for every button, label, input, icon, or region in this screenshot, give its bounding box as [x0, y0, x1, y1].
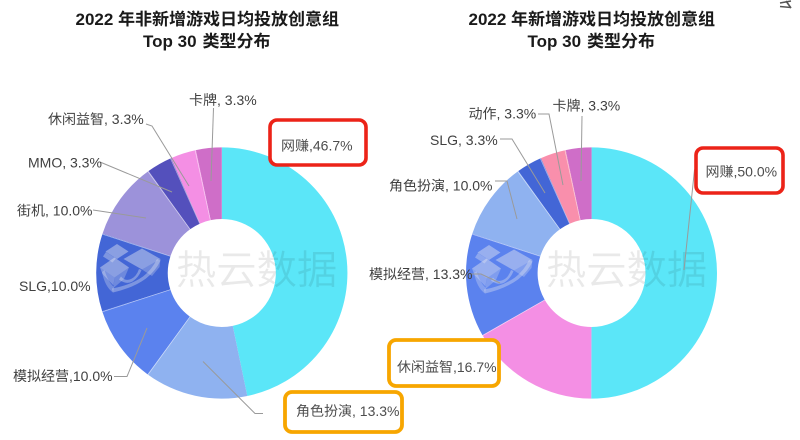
svg-text:2022: 2022: [76, 10, 119, 29]
svg-text:, 3.3%: , 3.3%: [217, 92, 257, 108]
svg-text:, 3.3%: , 3.3%: [497, 106, 537, 122]
svg-text:SLG, 3.3%: SLG, 3.3%: [430, 132, 498, 148]
svg-text:, 3.3%: , 3.3%: [104, 111, 144, 127]
svg-text:Top 30: Top 30: [143, 32, 201, 51]
svg-text:Top 30: Top 30: [528, 32, 586, 51]
svg-text:,46.7%: ,46.7%: [309, 138, 353, 154]
svg-text:, 13.3%: , 13.3%: [425, 266, 472, 282]
svg-text:, 3.3%: , 3.3%: [581, 98, 621, 114]
svg-text:,50.0%: ,50.0%: [734, 164, 778, 180]
svg-text:SLG,10.0%: SLG,10.0%: [19, 278, 91, 294]
svg-text:, 10.0%: , 10.0%: [45, 203, 92, 219]
svg-text:MMO, 3.3%: MMO, 3.3%: [28, 155, 102, 171]
svg-text:, 13.3%: , 13.3%: [352, 403, 399, 419]
svg-text:, 10.0%: , 10.0%: [445, 178, 492, 194]
svg-text:2022: 2022: [469, 10, 512, 29]
svg-text:,10.0%: ,10.0%: [69, 368, 113, 384]
svg-text:,16.7%: ,16.7%: [453, 359, 497, 375]
